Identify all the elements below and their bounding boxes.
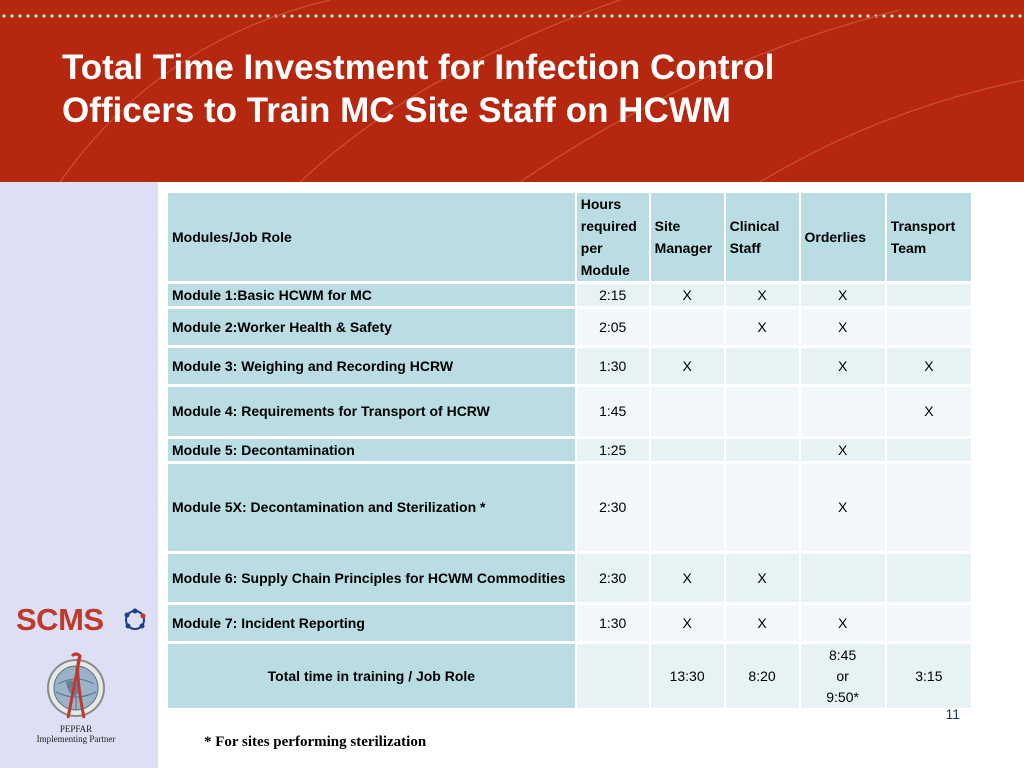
transport-team-mark: X [886, 387, 971, 436]
module-name: Module 2:Worker Health & Safety [168, 309, 575, 345]
module-hours: 1:30 [576, 348, 649, 384]
site-manager-mark: X [650, 605, 724, 641]
orderlies-mark: X [800, 605, 885, 641]
module-name: Module 7: Incident Reporting [168, 605, 575, 641]
table-row: Module 6: Supply Chain Principles for HC… [168, 554, 971, 602]
scms-network-icon [124, 608, 146, 630]
site-manager-mark [650, 464, 724, 551]
header-orderlies: Orderlies [800, 193, 885, 281]
orderlies-mark: X [800, 284, 885, 306]
orderlies-mark [800, 387, 885, 436]
site-manager-mark: X [650, 348, 724, 384]
orderlies-mark: X [800, 309, 885, 345]
module-name: Module 4: Requirements for Transport of … [168, 387, 575, 436]
scms-logo-text: SCMS [16, 602, 104, 637]
module-hours: 2:05 [576, 309, 649, 345]
slide-title: Total Time Investment for Infection Cont… [62, 46, 962, 132]
module-hours: 1:45 [576, 387, 649, 436]
module-hours: 2:15 [576, 284, 649, 306]
scms-logo: SCMS [16, 600, 156, 640]
total-label: Total time in training / Job Role [168, 644, 575, 708]
clinical-staff-mark [725, 348, 799, 384]
title-banner: Total Time Investment for Infection Cont… [0, 0, 1024, 182]
header-clinical-staff: Clinical Staff [725, 193, 799, 281]
orderlies-mark: X [800, 439, 885, 461]
module-name: Module 1:Basic HCWM for MC [168, 284, 575, 306]
module-hours: 1:30 [576, 605, 649, 641]
table-row: Module 5X: Decontamination and Steriliza… [168, 464, 971, 551]
orderlies-mark [800, 554, 885, 602]
title-line-2: Officers to Train MC Site Staff on HCWM [62, 91, 731, 130]
title-line-1: Total Time Investment for Infection Cont… [62, 48, 775, 87]
training-time-table: Modules/Job Role Hours required per Modu… [166, 190, 973, 711]
transport-team-mark: X [886, 348, 971, 384]
transport-team-mark [886, 309, 971, 345]
total-orderlies: 8:45 or 9:50* [800, 644, 885, 708]
site-manager-mark: X [650, 284, 724, 306]
total-orderlies-line-3: 9:50* [826, 688, 859, 705]
total-hours [576, 644, 649, 708]
transport-team-mark [886, 554, 971, 602]
clinical-staff-mark [725, 387, 799, 436]
clinical-staff-mark: X [725, 605, 799, 641]
module-name: Module 5: Decontamination [168, 439, 575, 461]
total-transport-team: 3:15 [886, 644, 971, 708]
module-name: Module 6: Supply Chain Principles for HC… [168, 554, 575, 602]
pepfar-caption: PEPFAR Implementing Partner [0, 724, 152, 744]
footnote: * For sites performing sterilization [204, 734, 427, 750]
total-site-manager: 13:30 [650, 644, 724, 708]
total-clinical-staff: 8:20 [725, 644, 799, 708]
table-row: Module 2:Worker Health & Safety 2:05 X X [168, 309, 971, 345]
header-row: Modules/Job Role Hours required per Modu… [168, 193, 971, 281]
arc-decoration [59, 0, 1024, 182]
site-manager-mark [650, 387, 724, 436]
site-manager-mark [650, 309, 724, 345]
orderlies-mark: X [800, 348, 885, 384]
clinical-staff-mark: X [725, 284, 799, 306]
pepfar-seal-icon [47, 652, 105, 719]
transport-team-mark [886, 605, 971, 641]
total-orderlies-line-1: 8:45 [828, 646, 857, 663]
total-orderlies-line-2: or [836, 667, 849, 684]
site-manager-mark [650, 439, 724, 461]
transport-team-mark [886, 464, 971, 551]
transport-team-mark [886, 284, 971, 306]
clinical-staff-mark: X [725, 554, 799, 602]
total-row: Total time in training / Job Role 13:30 … [168, 644, 971, 708]
clinical-staff-mark [725, 464, 799, 551]
table-row: Module 5: Decontamination 1:25 X [168, 439, 971, 461]
header-site-manager: Site Manager [650, 193, 724, 281]
dotted-line-decoration [0, 14, 1024, 18]
header-module: Modules/Job Role [168, 193, 575, 281]
table-row: Module 7: Incident Reporting 1:30 X X X [168, 605, 971, 641]
module-name: Module 3: Weighing and Recording HCRW [168, 348, 575, 384]
module-hours: 2:30 [576, 464, 649, 551]
slide-number: 11 [945, 706, 960, 722]
table-row: Module 4: Requirements for Transport of … [168, 387, 971, 436]
orderlies-mark: X [800, 464, 885, 551]
module-name: Module 5X: Decontamination and Steriliza… [168, 464, 575, 551]
module-hours: 1:25 [576, 439, 649, 461]
table-row: Module 1:Basic HCWM for MC 2:15 X X X [168, 284, 971, 306]
module-hours: 2:30 [576, 554, 649, 602]
clinical-staff-mark [725, 439, 799, 461]
transport-team-mark [886, 439, 971, 461]
pepfar-subtitle: Implementing Partner [36, 734, 116, 744]
header-hours: Hours required per Module [576, 193, 649, 281]
clinical-staff-mark: X [725, 309, 799, 345]
site-manager-mark: X [650, 554, 724, 602]
table-row: Module 3: Weighing and Recording HCRW 1:… [168, 348, 971, 384]
header-transport-team: Transport Team [886, 193, 971, 281]
pepfar-name: PEPFAR [59, 724, 93, 734]
